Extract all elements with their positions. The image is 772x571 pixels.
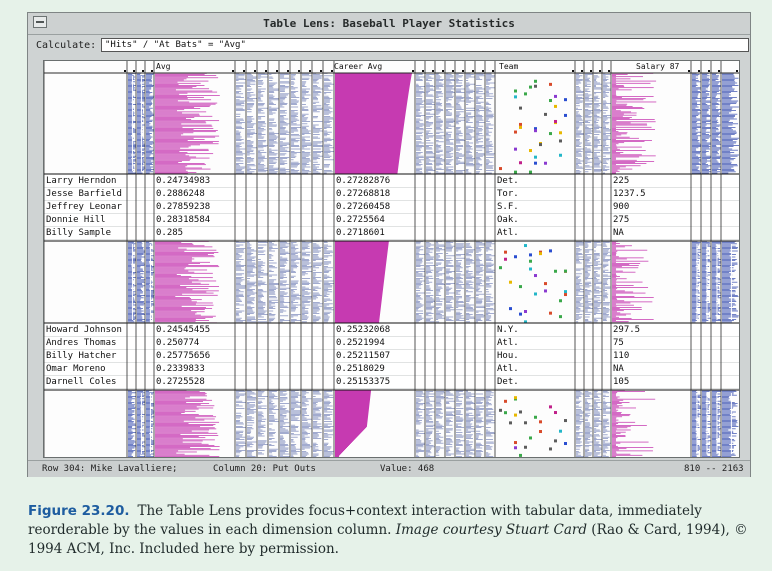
focus-cell-career-avg[interactable]: 0.25153375 [336, 377, 391, 387]
focus-cell-team[interactable]: Atl. [497, 228, 519, 238]
focus-cell-team[interactable]: Atl. [497, 338, 519, 348]
focus-cell-name[interactable]: Omar Moreno [46, 364, 106, 374]
focus-cell-avg[interactable]: 0.24545455 [156, 325, 211, 335]
focus-cell-avg[interactable]: 0.27859238 [156, 202, 211, 212]
focus-cell-name[interactable]: Jesse Barfield [46, 189, 122, 199]
focus-cell-team[interactable]: Oak. [497, 215, 519, 225]
figure-caption: Figure 23.20. The Table Lens provides foc… [28, 502, 768, 559]
table-lens-window: Table Lens: Baseball Player Statistics C… [27, 12, 751, 477]
table-lens-grid[interactable]: Avg Career Avg Team Salary 87 Larry Hern… [43, 60, 740, 458]
focus-cell-career-avg[interactable]: 0.27260458 [336, 202, 391, 212]
focus-cell-avg[interactable]: 0.285 [156, 228, 184, 238]
focus-cell-career-avg[interactable]: 0.25232068 [336, 325, 391, 335]
focus-cell-salary[interactable]: NA [613, 364, 624, 374]
focus-cell-avg[interactable]: 0.2886248 [156, 189, 205, 199]
status-bar: Row 304: Mike Lavalliere; Column 20: Put… [28, 460, 750, 477]
focus-cell-name[interactable]: Darnell Coles [46, 377, 117, 387]
focus-cell-name[interactable]: Jeffrey Leonar [46, 202, 122, 212]
caption-credit: Image courtesy Stuart Card [395, 522, 587, 538]
focus-cell-avg[interactable]: 0.24734983 [156, 176, 211, 186]
focus-cell-team[interactable]: Det. [497, 377, 519, 387]
calculate-label: Calculate: [36, 40, 97, 51]
focus-cell-salary[interactable]: 110 [613, 351, 630, 361]
focus-cell-avg[interactable]: 0.2339833 [156, 364, 205, 374]
focus-cell-team[interactable]: Hou. [497, 351, 519, 361]
focus-cell-career-avg[interactable]: 0.27282876 [336, 176, 391, 186]
status-range: 810 -- 2163 [684, 464, 744, 474]
caption-citation: (Rao & Card, 1994), © 1994 ACM, Inc. Inc… [28, 522, 748, 557]
calculate-row: Calculate: [28, 36, 750, 56]
focus-cell-career-avg[interactable]: 0.2725564 [336, 215, 385, 225]
focus-cell-name[interactable]: Billy Hatcher [46, 351, 117, 361]
caption-text: The Table Lens provides focus+context in… [28, 503, 702, 538]
focus-cell-team[interactable]: Atl. [497, 364, 519, 374]
focus-cell-career-avg[interactable]: 0.2518029 [336, 364, 385, 374]
focus-cell-salary[interactable]: 297.5 [613, 325, 641, 335]
focus-cell-name[interactable]: Donnie Hill [46, 215, 106, 225]
focus-cell-career-avg[interactable]: 0.25211507 [336, 351, 391, 361]
column-header-team[interactable]: Team [499, 62, 519, 71]
title-bar[interactable]: Table Lens: Baseball Player Statistics [28, 13, 750, 35]
focus-cell-salary[interactable]: 225 [613, 176, 630, 186]
column-header-career-avg[interactable]: Career Avg [334, 62, 383, 71]
focus-cell-career-avg[interactable]: 0.27268818 [336, 189, 391, 199]
figure-label: Figure 23.20. [28, 503, 130, 519]
focus-cell-career-avg[interactable]: 0.2521994 [336, 338, 385, 348]
focus-cell-avg[interactable]: 0.250774 [156, 338, 200, 348]
focus-cell-team[interactable]: S.F. [497, 202, 519, 212]
focus-cell-salary[interactable]: 105 [613, 377, 630, 387]
status-row: Row 304: Mike Lavalliere; [42, 464, 178, 474]
focus-cell-avg[interactable]: 0.25775656 [156, 351, 211, 361]
status-column: Column 20: Put Outs [213, 464, 316, 474]
focus-cell-salary[interactable]: 275 [613, 215, 630, 225]
focus-cell-team[interactable]: Det. [497, 176, 519, 186]
focus-cell-team[interactable]: N.Y. [497, 325, 519, 335]
focus-cell-name[interactable]: Larry Herndon [46, 176, 117, 186]
calculate-input[interactable] [101, 38, 749, 52]
column-header-salary[interactable]: Salary 87 [636, 62, 680, 71]
focus-cell-name[interactable]: Billy Sample [46, 228, 112, 238]
status-value: Value: 468 [380, 464, 435, 474]
focus-cell-avg[interactable]: 0.28318584 [156, 215, 211, 225]
focus-cell-team[interactable]: Tor. [497, 189, 519, 199]
focus-cell-salary[interactable]: 1237.5 [613, 189, 646, 199]
focus-cell-salary[interactable]: 75 [613, 338, 624, 348]
focus-cell-name[interactable]: Andres Thomas [46, 338, 117, 348]
focus-cell-career-avg[interactable]: 0.2718601 [336, 228, 385, 238]
table-lens-canvas[interactable] [44, 61, 739, 457]
column-header-avg[interactable]: Avg [156, 62, 171, 71]
window-title: Table Lens: Baseball Player Statistics [263, 17, 515, 30]
focus-cell-salary[interactable]: NA [613, 228, 624, 238]
focus-cell-name[interactable]: Howard Johnson [46, 325, 122, 335]
menu-box-icon[interactable] [33, 16, 47, 28]
focus-cell-avg[interactable]: 0.2725528 [156, 377, 205, 387]
focus-cell-salary[interactable]: 900 [613, 202, 630, 212]
